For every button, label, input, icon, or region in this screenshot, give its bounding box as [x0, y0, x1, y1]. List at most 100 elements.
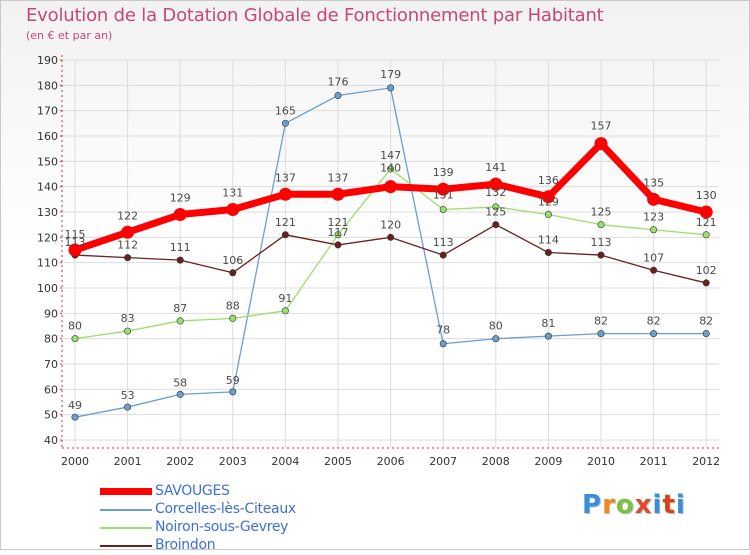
data-label-savouges: 137	[275, 171, 296, 184]
data-label-corcelles: 59	[226, 374, 240, 387]
data-point-corcelles	[387, 84, 395, 92]
data-point-broindon	[650, 266, 658, 274]
x-tick-label: 2005	[324, 455, 352, 468]
data-point-broindon	[544, 249, 552, 257]
data-label-savouges: 122	[117, 209, 138, 222]
data-label-corcelles: 81	[541, 317, 555, 330]
data-point-broindon	[597, 251, 605, 259]
y-tick-label: 50	[44, 409, 58, 422]
proxiti-logo: Proxiti	[582, 490, 686, 520]
y-tick-label: 120	[37, 231, 58, 244]
data-point-noiron	[334, 231, 342, 239]
x-tick-label: 2011	[640, 455, 668, 468]
data-label-savouges: 130	[696, 189, 717, 202]
data-label-corcelles: 78	[436, 324, 450, 337]
x-tick-label: 2007	[429, 455, 457, 468]
data-point-corcelles	[124, 403, 132, 411]
data-label-noiron: 121	[696, 216, 717, 229]
x-tick-label: 2003	[219, 455, 247, 468]
data-label-broindon: 113	[65, 236, 86, 249]
data-point-broindon	[492, 221, 500, 229]
data-point-noiron	[124, 327, 132, 335]
data-point-corcelles	[650, 330, 658, 338]
data-point-broindon	[229, 269, 237, 277]
y-tick-label: 150	[37, 155, 58, 168]
y-tick-label: 40	[44, 434, 58, 447]
data-point-broindon	[334, 241, 342, 249]
legend-swatch-noiron	[100, 527, 152, 529]
data-label-corcelles: 82	[594, 315, 608, 328]
data-point-noiron	[702, 231, 710, 239]
y-tick-label: 70	[44, 358, 58, 371]
data-label-broindon: 114	[538, 234, 559, 247]
data-point-broindon	[702, 279, 710, 287]
data-label-noiron: 80	[68, 320, 82, 333]
data-label-savouges: 140	[380, 162, 401, 175]
x-tick-label: 2008	[482, 455, 510, 468]
x-tick-label: 2006	[377, 455, 405, 468]
data-point-savouges	[68, 243, 82, 257]
data-label-noiron: 87	[173, 302, 187, 315]
data-point-noiron	[281, 307, 289, 315]
data-label-savouges: 131	[222, 186, 243, 199]
data-label-corcelles: 176	[328, 75, 349, 88]
legend-swatch-corcelles	[100, 509, 152, 511]
data-point-savouges	[121, 225, 135, 239]
data-label-savouges: 135	[643, 176, 664, 189]
data-label-broindon: 102	[696, 264, 717, 277]
data-label-noiron: 88	[226, 299, 240, 312]
data-point-savouges	[594, 137, 608, 151]
data-point-noiron	[439, 205, 447, 213]
data-point-noiron	[229, 314, 237, 322]
y-tick-label: 130	[37, 206, 58, 219]
data-point-corcelles	[597, 330, 605, 338]
data-label-savouges: 157	[591, 120, 612, 133]
data-point-broindon	[439, 251, 447, 259]
x-tick-label: 2000	[61, 455, 89, 468]
data-point-corcelles	[492, 335, 500, 343]
data-label-savouges: 139	[433, 166, 454, 179]
y-tick-label: 160	[37, 130, 58, 143]
data-label-corcelles: 165	[275, 104, 296, 117]
data-point-noiron	[387, 165, 395, 173]
data-point-corcelles	[71, 413, 79, 421]
data-point-savouges	[384, 180, 398, 194]
data-label-broindon: 117	[328, 226, 349, 239]
data-label-corcelles: 80	[489, 320, 503, 333]
data-label-broindon: 121	[275, 216, 296, 229]
data-label-broindon: 112	[117, 239, 138, 252]
data-label-corcelles: 82	[647, 315, 661, 328]
x-tick-label: 2001	[114, 455, 142, 468]
y-tick-label: 170	[37, 105, 58, 118]
legend-label-savouges: SAVOUGES	[155, 483, 230, 499]
y-tick-label: 60	[44, 383, 58, 396]
data-point-broindon	[281, 231, 289, 239]
legend-swatch-savouges	[100, 488, 152, 495]
y-tick-label: 100	[37, 282, 58, 295]
y-tick-label: 90	[44, 307, 58, 320]
data-point-broindon	[124, 254, 132, 262]
data-point-corcelles	[334, 91, 342, 99]
data-label-savouges: 115	[65, 228, 86, 241]
data-label-savouges: 141	[485, 161, 506, 174]
data-point-savouges	[226, 202, 240, 216]
data-label-savouges: 129	[170, 192, 191, 205]
data-point-savouges	[489, 177, 503, 191]
data-label-broindon: 113	[433, 236, 454, 249]
data-label-noiron: 91	[278, 292, 292, 305]
data-point-corcelles	[439, 340, 447, 348]
data-label-noiron: 129	[538, 196, 559, 209]
data-point-savouges	[436, 182, 450, 196]
data-label-broindon: 120	[380, 218, 401, 231]
y-tick-label: 110	[37, 257, 58, 270]
y-tick-label: 140	[37, 181, 58, 194]
data-label-corcelles: 82	[699, 315, 713, 328]
x-tick-label: 2002	[166, 455, 194, 468]
data-point-noiron	[597, 221, 605, 229]
data-label-corcelles: 49	[68, 399, 82, 412]
legend-label-noiron: Noiron-sous-Gevrey	[155, 519, 289, 535]
data-label-broindon: 111	[170, 241, 191, 254]
chart-title: Evolution de la Dotation Globale de Fonc…	[26, 5, 604, 26]
